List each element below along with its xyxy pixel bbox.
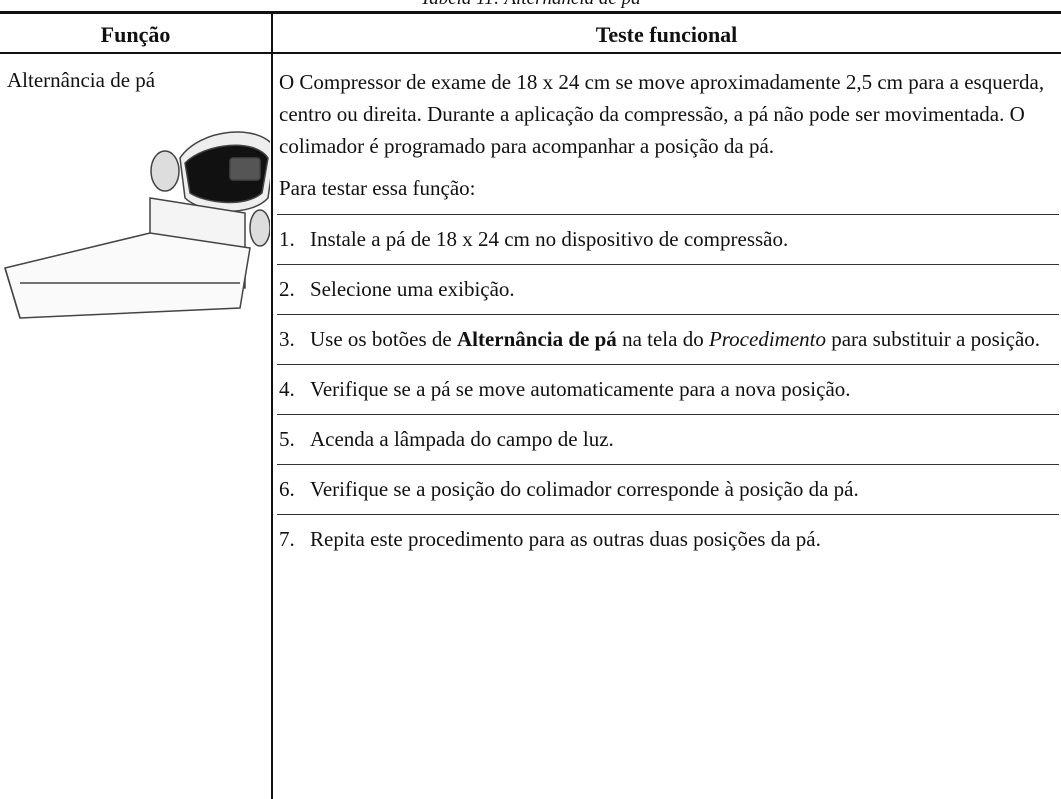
step-text-part: Alternância de pá xyxy=(456,327,617,351)
step-text: Repita este procedimento para as outras … xyxy=(310,523,1059,555)
step-text-part: Repita este procedimento para as outras … xyxy=(310,527,821,551)
table-caption: Tabela 11: Alternância de pá xyxy=(0,0,1061,10)
step: 5. Acenda a lâmpada do campo de luz. xyxy=(277,414,1059,464)
step-number: 2. xyxy=(279,277,295,301)
step-text-part: Verifique se a pá se move automaticament… xyxy=(310,377,851,401)
paragraph: Para testar essa função: xyxy=(279,176,476,200)
step-number: 1. xyxy=(279,227,295,251)
test-description: O Compressor de exame de 18 x 24 cm se m… xyxy=(277,66,1059,564)
step-text-part: Verifique se a posição do colimador corr… xyxy=(310,477,859,501)
paragraph: O Compressor de exame de 18 x 24 cm se m… xyxy=(279,70,1045,158)
function-name: Alternância de pá xyxy=(7,68,156,92)
step-text-part: Instale a pá de 18 x 24 cm no dispositiv… xyxy=(310,227,789,251)
step: 4. Verifique se a pá se move automaticame… xyxy=(277,364,1059,414)
column-header: Função xyxy=(100,22,171,47)
step-text-part: Procedimento xyxy=(708,327,826,351)
step: 6. Verifique se a posição do colimador co… xyxy=(277,464,1059,514)
step: 7. Repita este procedimento para as outra… xyxy=(277,514,1059,564)
step-number: 3. xyxy=(279,327,295,351)
step-text-part: para substituir a posição. xyxy=(825,327,1041,351)
table-rule xyxy=(0,52,1061,54)
step-text: Verifique se a pá se move automaticament… xyxy=(310,373,1059,405)
paddle-illustration xyxy=(4,131,270,319)
step-number: 6. xyxy=(279,477,295,501)
step-text-part: Selecione uma exibição. xyxy=(310,277,515,301)
step-text: Use os botões de Alternância de pá na te… xyxy=(310,323,1059,355)
step-text-part: Use os botões de xyxy=(310,327,457,351)
table-rule xyxy=(0,11,1061,14)
step-text: Selecione uma exibição. xyxy=(310,273,1059,305)
step-number: 4. xyxy=(279,377,295,401)
step-number: 5. xyxy=(279,427,295,451)
step-text: Verifique se a posição do colimador corr… xyxy=(310,473,1059,505)
step-text: Acenda a lâmpada do campo de luz. xyxy=(310,423,1059,455)
step-list: 1. Instale a pá de 18 x 24 cm no disposit… xyxy=(277,214,1059,564)
step-number: 7. xyxy=(279,527,295,551)
column-header: Teste funcional xyxy=(595,22,738,47)
step: 3. Use os botões de Alternância de pá na … xyxy=(277,314,1059,364)
step-text: Instale a pá de 18 x 24 cm no dispositiv… xyxy=(310,223,1059,255)
step-text-part: Acenda a lâmpada do campo de luz. xyxy=(310,427,614,451)
step: 2. Selecione uma exibição. xyxy=(277,264,1059,314)
step: 1. Instale a pá de 18 x 24 cm no disposit… xyxy=(277,214,1059,264)
column-divider xyxy=(271,14,273,799)
step-text-part: na tela do xyxy=(616,327,709,351)
